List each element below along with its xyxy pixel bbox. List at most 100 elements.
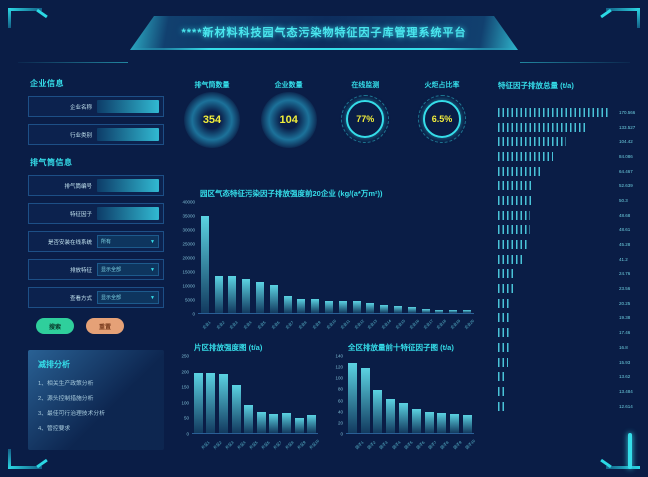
analysis-list: 1、相关生产政策分析 2、源头控制措施分析 3、最佳可行治理技术分析 4、管控要求 [38,378,154,432]
characteristic-factor-input[interactable] [97,207,159,220]
factor-total-row: 170.566 [492,105,642,120]
factor-total-row: 84.086 [492,149,642,164]
stat-online-monitoring: 在线监测 77% [329,80,401,148]
stack-number-label: 排气筒编号 [64,183,92,190]
search-button[interactable]: 搜索 [36,318,75,334]
analysis-item: 2、源头控制措施分析 [38,396,94,402]
enterprise-name-field: 企业名称 [28,96,164,117]
bar-片区6 [256,412,266,433]
striped-bar [498,254,525,264]
reset-button[interactable]: 重置 [86,318,125,334]
online-system-installed-select[interactable]: 所有 ▼ [97,235,159,248]
enterprise-name-input[interactable] [97,100,159,113]
bar-value: 84.086 [619,153,633,159]
factor-total-bars: 170.566 133.527 104.42 84.086 64.467 52.639 50… [492,105,642,413]
striped-bar [498,122,586,132]
bar-因子4 [386,398,396,433]
bar-因子7 [424,412,434,433]
y-axis-tick: 10000 [182,283,195,289]
analysis-item: 4、管控要求 [38,426,71,432]
y-axis-tick: 250 [181,353,189,359]
bar-企业4 [242,279,251,313]
online-system-installed-label: 是否安装在线系统 [47,239,92,246]
factor-total-title: 特征因子排放总量 (t/a) [498,81,574,90]
y-axis-tick: 20 [337,420,343,426]
stat-value: 104 [279,114,298,126]
header-banner: ****新材料科技园气态污染物特征因子库管理系统平台 [18,16,630,63]
bar-企业18 [435,309,444,313]
plot-area [198,202,474,314]
factor-total-row: 12.614 [492,399,642,414]
bar-track [498,181,616,191]
bar-value: 64.467 [619,168,633,174]
enterprise-name-label: 企业名称 [69,104,92,111]
view-mode-select[interactable]: 显示全部 ▼ [97,291,159,304]
factor-total-row: 48.68 [492,208,642,223]
factor-total-row: 17.46 [492,325,642,340]
bar-track [498,357,616,367]
view-mode-field: 查看方式 显示全部 ▼ [28,287,164,308]
stat-label: 火炬占比率 [424,82,460,89]
bar-企业6 [269,285,278,313]
factor-total-row: 20.25 [492,296,642,311]
bar-因子2 [360,368,370,433]
enterprise-fields-group: 企业名称 行业类别 [28,96,164,145]
factor-total-row: 133.527 [492,120,642,135]
bar-企业20 [463,310,472,313]
bar-track [498,107,616,117]
bar-企业11 [338,300,347,313]
y-axis-tick: 80 [337,386,343,392]
bar-片区7 [269,413,279,433]
stat-stack-count: 排气筒数量 354 [176,80,248,148]
chart-title-factors: 全区排放量前十特征因子图 (t/a) [348,343,454,352]
striped-bar [498,342,509,352]
corner-bracket-top-right [596,8,640,36]
striped-bar [498,386,507,396]
factor-total-row: 48.61 [492,223,642,238]
striped-bar [498,357,509,367]
bar-track [498,122,616,132]
bar-企业15 [394,305,403,313]
bar-track [498,372,616,382]
bar-track [498,137,616,147]
top20-emission-intensity-chart: 园区气态特征污染因子排放强度前20企业 (kg/(a*万m²)) 0 5000 10… [176,188,478,336]
bar-企业2 [214,275,223,313]
bar-value: 13.62 [619,374,631,380]
y-axis-tick: 25000 [182,241,195,247]
emission-characteristic-select[interactable]: 显示全部 ▼ [97,263,159,276]
bar-企业7 [283,295,292,313]
bar-value: 133.527 [619,124,636,130]
bar-因子6 [411,409,421,433]
header-line-right [520,62,630,63]
y-axis-tick: 140 [335,353,343,359]
bar-value: 19.38 [619,315,631,321]
y-axis-tick: 15000 [182,269,195,275]
stack-number-input[interactable] [97,179,159,192]
bar-企业19 [449,309,458,313]
y-axis-tick: 35000 [182,213,195,219]
striped-bar [498,372,507,382]
emission-characteristic-label: 排放特征 [69,267,92,274]
stack-number-field: 排气筒编号 [28,175,164,196]
bar-value: 20.25 [619,300,631,306]
bar-因子5 [399,402,409,433]
bar-track [498,386,616,396]
x-axis-labels: 因子1 因子2 因子3 因子4 因子5 因子6 因子7 因子8 因子9 因子10 [352,436,476,456]
factor-total-row: 13.484 [492,384,642,399]
bar-片区5 [244,405,254,433]
striped-bar [498,137,567,147]
analysis-item: 1、相关生产政策分析 [38,381,94,387]
y-axis: 0 20 40 60 80 100 120 140 [330,353,346,437]
y-axis-tick: 40000 [182,199,195,205]
characteristic-factor-field: 特征因子 [28,203,164,224]
bar-企业16 [407,306,416,313]
bar-track [498,240,616,250]
bar-片区9 [294,417,304,433]
bar-企业10 [325,300,334,313]
bar-value: 23.56 [619,286,631,292]
view-mode-label: 查看方式 [69,295,92,302]
bar-track [498,166,616,176]
bar-track [498,254,616,264]
industry-category-input[interactable] [97,128,159,141]
stat-torch-ratio: 火炬占比率 6.5% [406,80,478,148]
